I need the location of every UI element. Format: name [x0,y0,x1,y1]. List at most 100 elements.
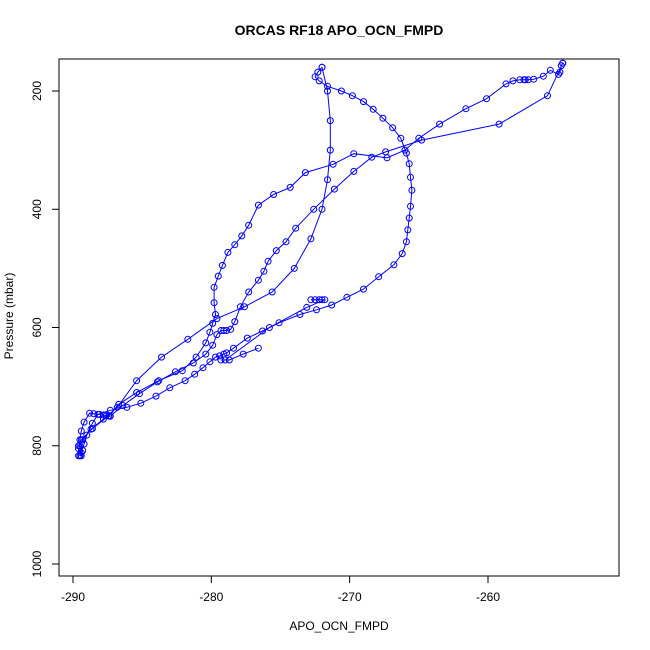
data-point [227,325,235,333]
data-point [241,303,248,311]
series-line [78,67,331,456]
data-point [206,328,214,336]
data-point [404,226,412,234]
data-point [275,319,283,327]
data-point [407,173,414,181]
data-point [415,134,423,142]
y-axis-label: Pressure (mbar) [2,273,16,360]
y-tick-label: 1000 [30,550,44,577]
data-point [213,331,221,339]
plot-area [75,59,567,460]
data-point [390,261,398,269]
data-point [407,202,414,210]
data-point [350,167,358,175]
data-point [243,334,251,342]
data-point [337,87,345,95]
data-point [368,153,376,161]
plot-frame [58,58,620,577]
data-point [75,445,82,453]
data-point [155,377,163,385]
data-point [221,356,229,364]
y-tick-label: 800 [30,435,44,455]
x-tick-label: -280 [199,590,223,604]
data-point [343,293,351,301]
data-point [398,250,406,258]
data-point [231,241,239,249]
data-point [123,403,131,411]
data-point [546,66,554,74]
data-point [405,214,413,222]
data-point [495,120,503,128]
data-point [87,425,95,433]
x-tick-label: -290 [61,590,85,604]
data-point [218,261,226,269]
data-point [210,299,218,307]
data-point [524,76,532,84]
data-point [137,399,145,407]
chart-title: ORCAS RF18 APO_OCN_FMPD [235,22,444,38]
series-5 [217,296,329,364]
data-point [239,350,247,358]
data-point [324,87,331,95]
y-axis: 200 400 600 800 1000 [30,81,59,577]
data-point [259,327,266,335]
data-point [152,392,160,400]
data-point [158,353,165,361]
data-point [301,169,309,177]
data-point [113,403,121,411]
data-point [326,146,334,154]
x-axis-label: APO_OCN_FMPD [289,619,389,633]
data-point [286,183,294,191]
data-point [330,185,338,193]
data-point [214,272,222,280]
data-point [213,315,221,323]
data-point [318,63,326,71]
series-3 [76,63,416,460]
data-point [217,356,225,364]
data-point [192,353,200,361]
data-point [321,296,329,304]
data-point [99,415,107,423]
data-point [220,327,228,334]
data-point [202,339,210,347]
data-point [544,92,551,100]
data-point [329,160,337,168]
y-tick-label: 600 [30,317,44,337]
data-point [326,117,334,125]
data-point [307,296,315,304]
data-point [328,301,336,309]
data-point [379,114,387,122]
data-point [224,248,232,256]
data-point [350,150,358,158]
data-point [408,186,416,194]
data-point [133,389,141,396]
data-point [310,205,318,213]
data-point [324,176,331,184]
data-point [318,296,326,304]
data-point [181,377,189,385]
data-point [405,160,413,168]
x-tick-label: -270 [338,590,362,604]
series-line [77,62,564,457]
data-point [153,378,161,386]
data-point [516,76,524,84]
data-point [270,191,278,198]
y-tick-label: 400 [30,199,44,219]
data-point [402,149,410,157]
data-point [209,341,217,349]
data-point [318,205,326,213]
data-point [83,431,91,439]
data-point [307,235,315,243]
data-point [315,77,323,85]
data-point [397,134,405,142]
data-point [231,318,239,326]
data-point [94,410,102,418]
data-point [402,238,410,246]
data-point [303,303,311,311]
data-point [265,324,273,331]
data-point [292,224,300,232]
x-axis: -290 -280 -270 -260 [61,576,500,604]
data-point [199,364,207,372]
data-point [462,105,470,113]
